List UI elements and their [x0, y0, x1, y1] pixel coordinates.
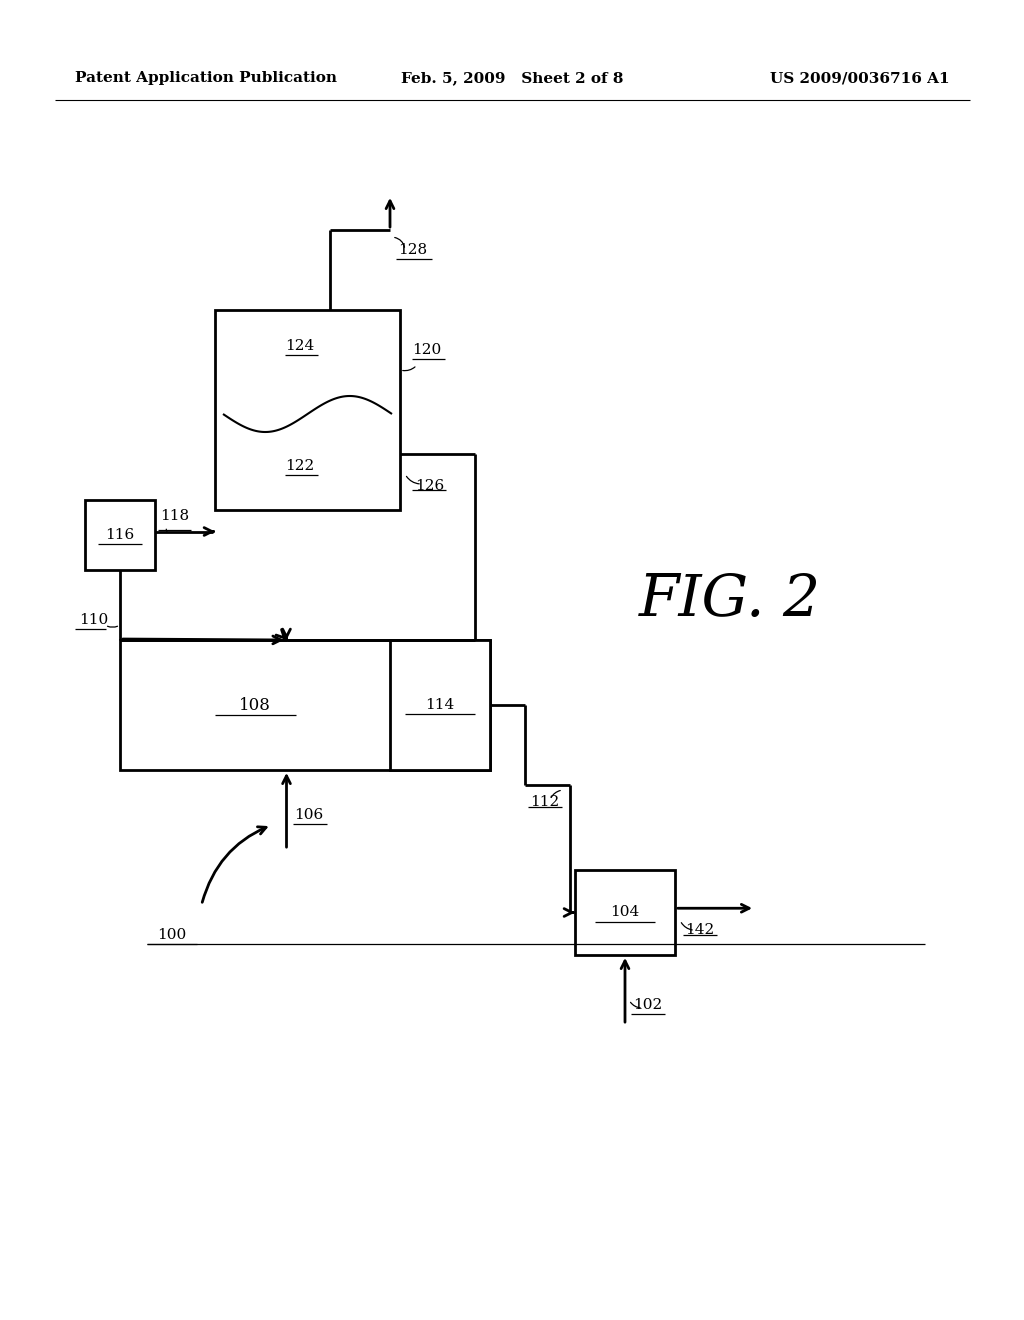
Text: 122: 122: [286, 459, 314, 473]
Text: 106: 106: [295, 808, 324, 822]
Text: 118: 118: [160, 510, 189, 524]
Text: Patent Application Publication: Patent Application Publication: [75, 71, 337, 84]
Text: 126: 126: [415, 479, 444, 492]
Text: 110: 110: [79, 612, 108, 627]
Bar: [215, 310, 400, 510]
Bar: [85, 500, 155, 570]
Text: 102: 102: [633, 998, 663, 1012]
Text: FIG. 2: FIG. 2: [639, 572, 821, 628]
Text: 100: 100: [157, 928, 186, 942]
Text: 108: 108: [240, 697, 271, 714]
Text: 142: 142: [685, 923, 715, 937]
Bar: [575, 870, 675, 954]
Text: 120: 120: [412, 343, 441, 356]
Text: 104: 104: [610, 906, 640, 920]
Text: US 2009/0036716 A1: US 2009/0036716 A1: [770, 71, 950, 84]
Text: 124: 124: [286, 339, 314, 352]
Text: 112: 112: [530, 795, 559, 809]
Text: 128: 128: [398, 243, 427, 257]
Text: Feb. 5, 2009   Sheet 2 of 8: Feb. 5, 2009 Sheet 2 of 8: [400, 71, 624, 84]
Bar: [120, 640, 490, 770]
Text: 114: 114: [425, 698, 455, 711]
Text: 116: 116: [105, 528, 134, 543]
Bar: [390, 640, 490, 770]
